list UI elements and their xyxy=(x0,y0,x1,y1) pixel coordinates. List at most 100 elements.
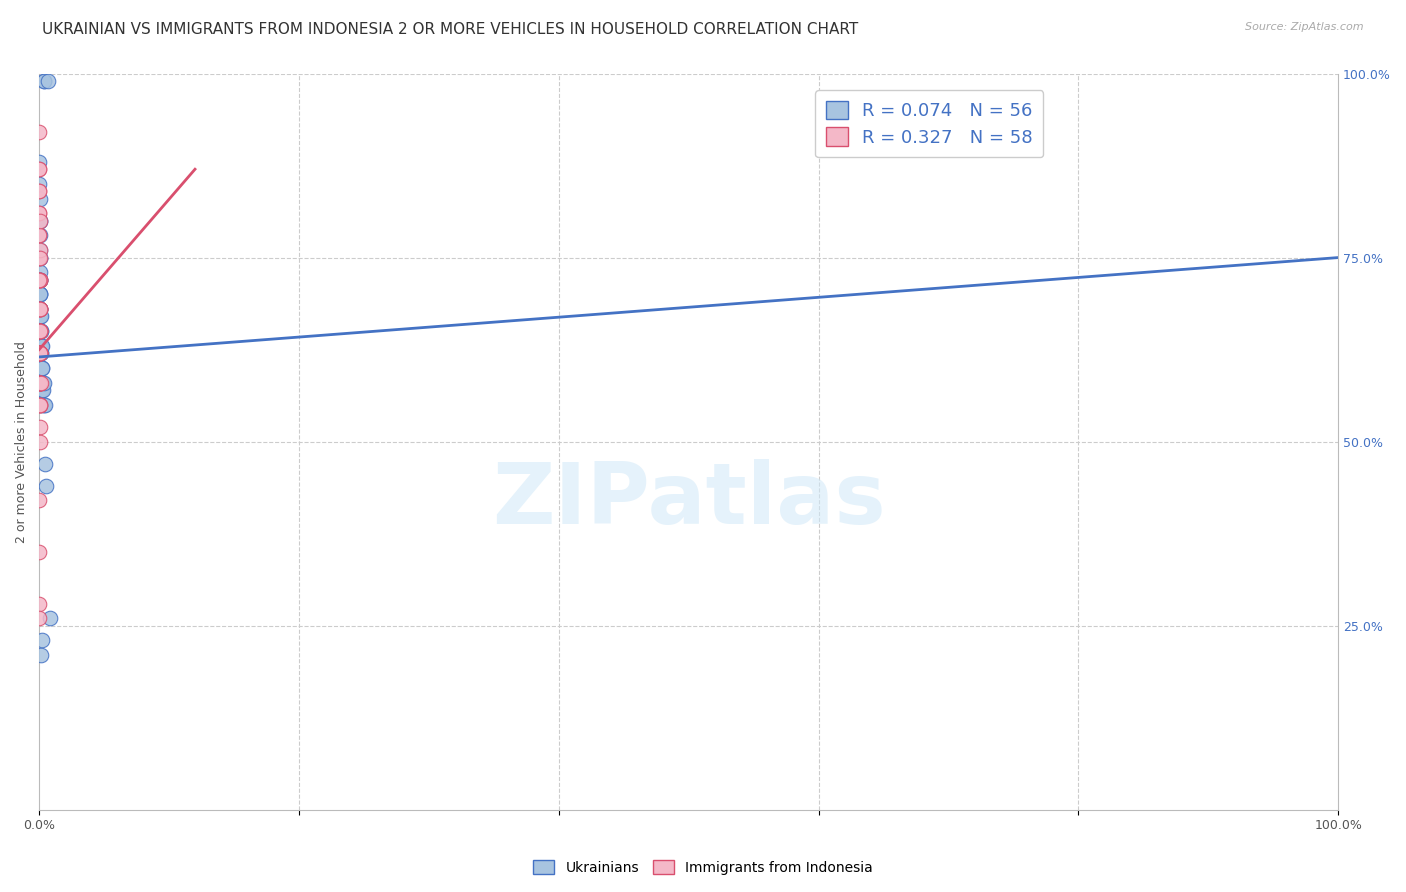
Point xyxy=(37,74,59,88)
Point xyxy=(28,251,51,265)
Point xyxy=(30,287,52,301)
Point xyxy=(28,213,51,227)
Point xyxy=(28,273,51,287)
Point xyxy=(28,611,51,625)
Point xyxy=(28,162,51,177)
Point xyxy=(28,177,51,191)
Point xyxy=(34,457,56,471)
Point xyxy=(28,213,51,227)
Point xyxy=(30,346,52,360)
Point xyxy=(31,361,53,376)
Point xyxy=(30,310,52,324)
Point xyxy=(30,376,52,390)
Point xyxy=(31,633,53,648)
Point xyxy=(28,346,51,360)
Point xyxy=(30,376,52,390)
Point xyxy=(28,251,51,265)
Point xyxy=(28,302,51,317)
Point xyxy=(30,346,52,360)
Y-axis label: 2 or more Vehicles in Household: 2 or more Vehicles in Household xyxy=(15,341,28,542)
Legend: R = 0.074   N = 56, R = 0.327   N = 58: R = 0.074 N = 56, R = 0.327 N = 58 xyxy=(815,90,1043,158)
Point xyxy=(30,648,52,662)
Point xyxy=(28,376,51,390)
Point xyxy=(28,273,51,287)
Point xyxy=(28,287,51,301)
Point xyxy=(28,302,51,317)
Point xyxy=(30,339,52,353)
Point xyxy=(28,184,51,198)
Point xyxy=(28,597,51,611)
Point xyxy=(28,206,51,220)
Text: ZIPatlas: ZIPatlas xyxy=(492,459,886,542)
Point xyxy=(30,324,52,338)
Point xyxy=(28,243,51,257)
Point xyxy=(31,361,53,376)
Point xyxy=(30,376,52,390)
Point xyxy=(30,346,52,360)
Point xyxy=(31,339,53,353)
Point xyxy=(30,310,52,324)
Point xyxy=(30,346,52,360)
Point xyxy=(31,383,53,397)
Point xyxy=(30,346,52,360)
Point xyxy=(35,479,58,493)
Point xyxy=(28,376,51,390)
Point xyxy=(28,273,51,287)
Legend: Ukrainians, Immigrants from Indonesia: Ukrainians, Immigrants from Indonesia xyxy=(527,855,879,880)
Point xyxy=(28,162,51,177)
Point xyxy=(28,434,51,449)
Point xyxy=(28,228,51,243)
Point xyxy=(28,154,51,169)
Point xyxy=(30,361,52,376)
Point xyxy=(28,192,51,206)
Text: Source: ZipAtlas.com: Source: ZipAtlas.com xyxy=(1246,22,1364,32)
Point xyxy=(28,265,51,279)
Point xyxy=(31,376,53,390)
Point xyxy=(28,273,51,287)
Point xyxy=(31,398,53,412)
Point xyxy=(28,302,51,317)
Point xyxy=(28,346,51,360)
Point xyxy=(28,324,51,338)
Point xyxy=(28,493,51,508)
Point xyxy=(28,346,51,360)
Point xyxy=(28,273,51,287)
Point xyxy=(38,611,60,625)
Point xyxy=(28,273,51,287)
Point xyxy=(30,273,52,287)
Point xyxy=(30,287,52,301)
Point xyxy=(30,339,52,353)
Point xyxy=(30,383,52,397)
Point xyxy=(30,324,52,338)
Point xyxy=(28,228,51,243)
Point xyxy=(28,346,51,360)
Point xyxy=(28,228,51,243)
Point xyxy=(28,398,51,412)
Point xyxy=(34,398,56,412)
Point xyxy=(28,310,51,324)
Point xyxy=(28,376,51,390)
Point xyxy=(28,243,51,257)
Point xyxy=(28,398,51,412)
Point xyxy=(28,302,51,317)
Point xyxy=(32,74,55,88)
Point xyxy=(34,376,56,390)
Point xyxy=(28,324,51,338)
Point xyxy=(28,398,51,412)
Point xyxy=(28,376,51,390)
Point xyxy=(32,398,55,412)
Point xyxy=(32,74,55,88)
Point xyxy=(28,545,51,559)
Point xyxy=(28,302,51,317)
Point xyxy=(28,251,51,265)
Point xyxy=(28,398,51,412)
Point xyxy=(28,251,51,265)
Point xyxy=(30,324,52,338)
Point xyxy=(30,361,52,376)
Point xyxy=(28,324,51,338)
Point xyxy=(30,339,52,353)
Point xyxy=(28,251,51,265)
Point xyxy=(28,324,51,338)
Point xyxy=(30,339,52,353)
Point xyxy=(28,125,51,139)
